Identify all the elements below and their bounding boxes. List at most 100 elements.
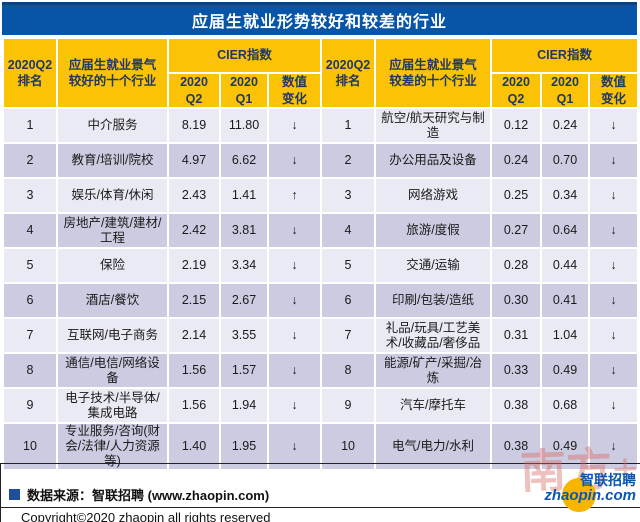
header-industry-bad: 应届生就业景气 较差的十个行业	[374, 37, 493, 109]
header-q2-bad: 2020 Q2	[490, 72, 543, 109]
cier-q2-cell-bad: 0.12	[490, 107, 543, 144]
change-arrow-good: ↓	[266, 107, 323, 144]
copyright-row: Copyright©2020 zhaopin all rights reserv…	[1, 507, 640, 522]
cier-q2-cell-good: 1.56	[167, 387, 221, 424]
header-change-bad: 数值 变化	[588, 72, 640, 109]
industry-cell-good: 娱乐/体育/休闲	[56, 177, 169, 214]
table-row: 2 教育/培训/院校 4.97 6.62 ↓ 2 办公用品及设备 0.24 0.…	[2, 142, 640, 179]
change-arrow-bad: ↓	[588, 282, 640, 319]
industry-cell-good: 房地产/建筑/建材/工程	[56, 212, 169, 249]
cier-q2-cell-good: 8.19	[167, 107, 221, 144]
rank-cell-bad: 3	[320, 177, 377, 214]
copyright-text: Copyright©2020 zhaopin all rights reserv…	[21, 510, 271, 522]
change-arrow-bad: ↓	[588, 422, 640, 471]
change-arrow-bad: ↓	[588, 212, 640, 249]
rank-cell-good: 2	[2, 142, 58, 179]
change-arrow-good: ↑	[266, 177, 323, 214]
rank-cell-bad: 10	[320, 422, 377, 471]
table-row: 10 专业服务/咨询(财会/法律/人力资源等) 1.40 1.95 ↓ 10 电…	[2, 422, 640, 471]
cier-q2-cell-bad: 0.30	[490, 282, 543, 319]
table-row: 6 酒店/餐饮 2.15 2.67 ↓ 6 印刷/包装/造纸 0.30 0.41…	[2, 282, 640, 319]
rank-cell-good: 8	[2, 352, 58, 389]
header-cier-bad: CIER指数	[490, 37, 640, 74]
rank-cell-good: 7	[2, 317, 58, 354]
header-rank-bad: 2020Q2 排名	[320, 37, 377, 109]
rank-cell-good: 4	[2, 212, 58, 249]
industry-cell-bad: 能源/矿产/采掘/冶炼	[374, 352, 493, 389]
change-arrow-bad: ↓	[588, 177, 640, 214]
rank-cell-bad: 7	[320, 317, 377, 354]
industry-cell-good: 电子技术/半导体/集成电路	[56, 387, 169, 424]
industry-cell-good: 酒店/餐饮	[56, 282, 169, 319]
cier-q2-cell-bad: 0.25	[490, 177, 543, 214]
cier-q2-cell-bad: 0.31	[490, 317, 543, 354]
industry-cell-bad: 航空/航天研究与制造	[374, 107, 493, 144]
header-industry-good: 应届生就业景气 较好的十个行业	[56, 37, 169, 109]
cier-q2-cell-good: 2.43	[167, 177, 221, 214]
industry-cell-bad: 办公用品及设备	[374, 142, 493, 179]
change-arrow-good: ↓	[266, 352, 323, 389]
cier-q1-cell-good: 1.95	[219, 422, 269, 471]
source-row: 数据来源：智联招聘 (www.zhaopin.com)	[1, 485, 640, 504]
rank-cell-bad: 6	[320, 282, 377, 319]
table-row: 3 娱乐/体育/休闲 2.43 1.41 ↑ 3 网络游戏 0.25 0.34 …	[2, 177, 640, 214]
header-q1-good: 2020 Q1	[219, 72, 269, 109]
change-arrow-bad: ↓	[588, 317, 640, 354]
cier-q2-cell-bad: 0.28	[490, 247, 543, 284]
change-arrow-good: ↓	[266, 387, 323, 424]
cier-q2-cell-bad: 0.24	[490, 142, 543, 179]
rank-cell-bad: 5	[320, 247, 377, 284]
cier-q2-cell-bad: 0.38	[490, 387, 543, 424]
rank-cell-good: 10	[2, 422, 58, 471]
cier-q2-cell-bad: 0.27	[490, 212, 543, 249]
change-arrow-good: ↓	[266, 212, 323, 249]
header-q1-bad: 2020 Q1	[540, 72, 591, 109]
rank-cell-bad: 1	[320, 107, 377, 144]
cier-q2-cell-good: 2.42	[167, 212, 221, 249]
cier-q1-cell-bad: 0.49	[540, 352, 591, 389]
header-rank-good: 2020Q2 排名	[2, 37, 58, 109]
change-arrow-good: ↓	[266, 247, 323, 284]
industry-cell-good: 互联网/电子商务	[56, 317, 169, 354]
change-arrow-bad: ↓	[588, 247, 640, 284]
table-row: 7 互联网/电子商务 2.14 3.55 ↓ 7 礼品/玩具/工艺美术/收藏品/…	[2, 317, 640, 354]
table-row: 9 电子技术/半导体/集成电路 1.56 1.94 ↓ 9 汽车/摩托车 0.3…	[2, 387, 640, 424]
cier-q2-cell-good: 1.40	[167, 422, 221, 471]
cier-q1-cell-good: 1.57	[219, 352, 269, 389]
cier-q2-cell-bad: 0.38	[490, 422, 543, 471]
table-header: 2020Q2 排名 应届生就业景气 较好的十个行业 CIER指数 2020Q2 …	[2, 37, 640, 109]
header-cier-good: CIER指数	[166, 37, 323, 74]
change-arrow-good: ↓	[266, 282, 323, 319]
rank-cell-good: 1	[2, 107, 58, 144]
rank-cell-good: 3	[2, 177, 58, 214]
cier-q1-cell-bad: 1.04	[540, 317, 591, 354]
cier-q1-cell-good: 6.62	[219, 142, 269, 179]
cier-q2-cell-good: 2.15	[167, 282, 221, 319]
rank-cell-bad: 8	[320, 352, 377, 389]
cier-q2-cell-good: 2.19	[167, 247, 221, 284]
source-bullet-square-icon	[9, 489, 20, 500]
cier-q1-cell-bad: 0.24	[540, 107, 591, 144]
table-row: 4 房地产/建筑/建材/工程 2.42 3.81 ↓ 4 旅游/度假 0.27 …	[2, 212, 640, 249]
industry-cell-bad: 汽车/摩托车	[374, 387, 493, 424]
industry-cell-bad: 礼品/玩具/工艺美术/收藏品/奢侈品	[374, 317, 493, 354]
industry-cell-good: 中介服务	[56, 107, 169, 144]
page-title: 应届生就业形势较好和较差的行业	[2, 2, 637, 35]
cier-table: 2020Q2 排名 应届生就业景气 较好的十个行业 CIER指数 2020Q2 …	[2, 37, 640, 471]
industry-cell-bad: 交通/运输	[374, 247, 493, 284]
cier-q2-cell-good: 2.14	[167, 317, 221, 354]
industry-cell-good: 通信/电信/网络设备	[56, 352, 169, 389]
change-arrow-bad: ↓	[588, 142, 640, 179]
cier-q1-cell-good: 1.41	[219, 177, 269, 214]
cier-q1-cell-bad: 0.49	[540, 422, 591, 471]
cier-q2-cell-good: 4.97	[167, 142, 221, 179]
cier-q1-cell-good: 2.67	[219, 282, 269, 319]
table-row: 8 通信/电信/网络设备 1.56 1.57 ↓ 8 能源/矿产/采掘/冶炼 0…	[2, 352, 640, 389]
cier-q1-cell-bad: 0.70	[540, 142, 591, 179]
cier-q1-cell-good: 3.34	[219, 247, 269, 284]
industry-cell-good: 保险	[56, 247, 169, 284]
industry-cell-bad: 网络游戏	[374, 177, 493, 214]
rank-cell-good: 6	[2, 282, 58, 319]
cier-q1-cell-bad: 0.41	[540, 282, 591, 319]
